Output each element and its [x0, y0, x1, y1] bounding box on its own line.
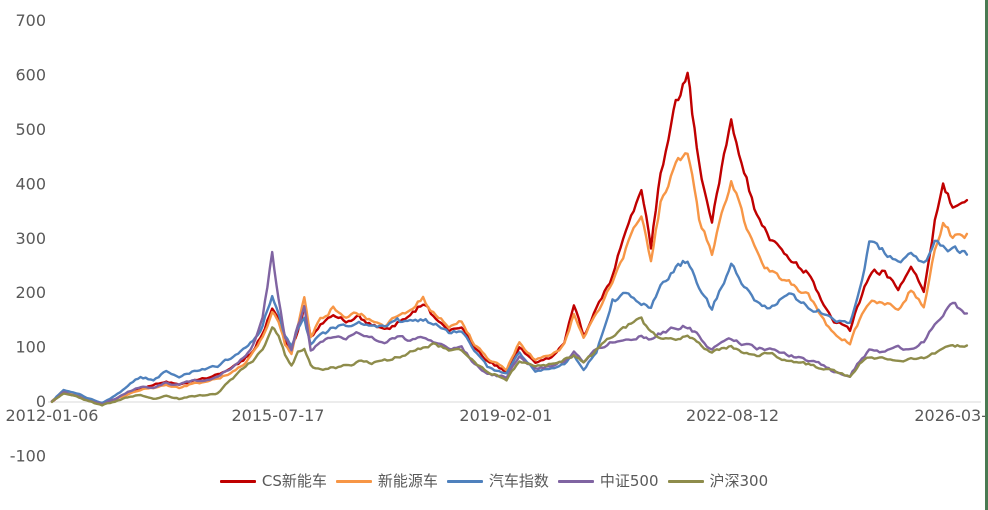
chart-legend: CS新能车 新能源车 汽车指数 中证500 沪深300	[0, 474, 988, 489]
legend-label: 汽车指数	[488, 472, 549, 490]
series-line-汽车指数	[50, 239, 969, 404]
legend-line-swatch	[446, 480, 483, 483]
legend-line-swatch	[335, 480, 372, 483]
y-axis-tick-label: 300	[15, 229, 46, 248]
legend-item-新能源车: 新能源车	[335, 472, 438, 490]
legend-label: 新能源车	[377, 472, 438, 490]
y-axis-tick-label: 100	[15, 338, 46, 357]
x-axis-tick-label: 2015-07-17	[231, 406, 324, 425]
legend-item-CS新能车: CS新能车	[219, 472, 327, 490]
y-axis-tick-label: 600	[15, 66, 46, 85]
legend-line-swatch	[667, 480, 704, 483]
y-axis-tick-label: 700	[15, 11, 46, 30]
legend-item-汽车指数: 汽车指数	[446, 472, 549, 490]
legend-item-中证500: 中证500	[557, 472, 659, 490]
legend-label: CS新能车	[261, 472, 327, 490]
y-axis-tick-label: 0	[36, 392, 46, 411]
x-axis-tick-label: 2012-01-06	[6, 406, 99, 425]
legend-item-沪深300: 沪深300	[667, 472, 769, 490]
series-line-CS新能车	[50, 71, 969, 405]
window-right-edge-border	[985, 0, 988, 510]
legend-label: 沪深300	[709, 472, 769, 490]
legend-line-swatch	[557, 480, 594, 483]
x-axis-tick-label: 2019-02-01	[459, 406, 552, 425]
series-line-沪深300	[50, 316, 969, 407]
legend-label: 中证500	[599, 472, 659, 490]
y-axis-tick-label: -100	[10, 446, 46, 465]
series-line-新能源车	[50, 152, 969, 406]
y-axis-tick-label: 500	[15, 120, 46, 139]
x-axis-tick-label: 2026-03-	[914, 406, 987, 425]
x-axis-tick-label: 2022-08-12	[686, 406, 779, 425]
y-axis-tick-label: 200	[15, 283, 46, 302]
legend-line-swatch	[219, 480, 256, 483]
y-axis-tick-label: 400	[15, 174, 46, 193]
